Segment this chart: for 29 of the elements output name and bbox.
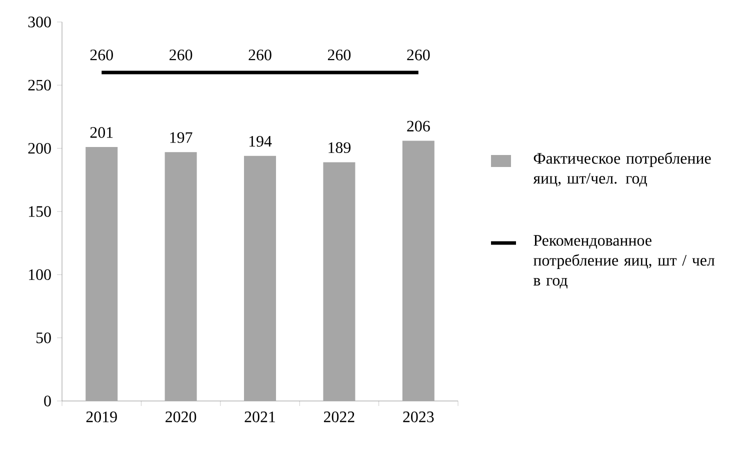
bar bbox=[402, 140, 434, 401]
legend-label: Фактическое потребление яиц, шт/чел. год bbox=[533, 152, 711, 187]
bar bbox=[164, 152, 197, 401]
data-label: 260 bbox=[407, 50, 430, 60]
y-tick-label: 200 bbox=[28, 142, 51, 154]
data-label: 260 bbox=[170, 50, 192, 60]
y-tick-label: 0 bbox=[44, 396, 51, 406]
y-tick-label: 150 bbox=[28, 206, 51, 217]
y-tick-label: 300 bbox=[28, 16, 51, 28]
x-tick-label: 2021 bbox=[244, 412, 275, 422]
data-label: 260 bbox=[90, 50, 113, 60]
data-label: 206 bbox=[407, 120, 430, 132]
bar bbox=[86, 147, 118, 401]
data-label: 201 bbox=[90, 127, 113, 138]
y-tick-label: 250 bbox=[28, 80, 51, 91]
x-tick-label: 2020 bbox=[166, 412, 196, 422]
y-tick-label: 50 bbox=[36, 332, 51, 344]
x-tick-label: 2022 bbox=[324, 412, 354, 422]
x-tick-label: 2023 bbox=[403, 412, 434, 422]
data-label: 260 bbox=[248, 50, 272, 60]
data-label: 189 bbox=[328, 142, 351, 154]
data-label: 197 bbox=[170, 132, 192, 143]
data-label: 260 bbox=[328, 50, 351, 60]
bar bbox=[244, 156, 276, 401]
data-label: 194 bbox=[249, 136, 272, 147]
legend-label: Рекомендованное потребление яиц, шт / чел в год bbox=[533, 235, 715, 289]
y-tick-label: 100 bbox=[28, 269, 51, 280]
bar bbox=[323, 162, 356, 401]
x-tick-label: 2019 bbox=[86, 412, 117, 422]
